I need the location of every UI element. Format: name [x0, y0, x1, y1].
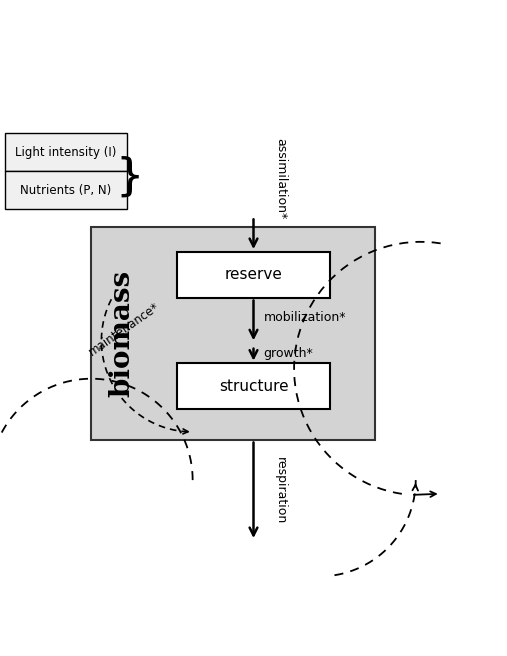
FancyBboxPatch shape — [177, 363, 330, 409]
Text: reserve: reserve — [225, 267, 282, 282]
Text: growth*: growth* — [264, 347, 313, 360]
FancyBboxPatch shape — [177, 252, 330, 298]
Text: maintenance*: maintenance* — [86, 300, 162, 358]
Text: mobilization*: mobilization* — [264, 312, 346, 324]
Text: respiration: respiration — [274, 457, 287, 524]
Text: Light intensity (I): Light intensity (I) — [15, 146, 117, 159]
FancyBboxPatch shape — [5, 133, 127, 171]
FancyBboxPatch shape — [5, 171, 127, 209]
Text: Nutrients (P, N): Nutrients (P, N) — [20, 184, 112, 197]
FancyBboxPatch shape — [91, 226, 375, 440]
Text: structure: structure — [219, 379, 288, 394]
Text: assimilation*: assimilation* — [274, 138, 287, 219]
Text: }: } — [115, 156, 143, 199]
Text: biomass: biomass — [108, 270, 135, 397]
